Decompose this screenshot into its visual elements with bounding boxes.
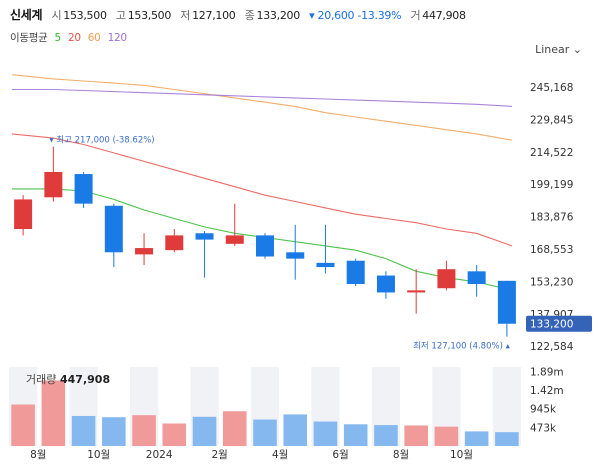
- y-tick-label: 168,553: [530, 244, 573, 256]
- low-value: 127,100: [192, 9, 236, 22]
- ma-120-line: [12, 88, 513, 107]
- stock-name: 신세계: [10, 8, 43, 22]
- candle-body: [44, 171, 63, 198]
- ma-20-label: 20: [67, 32, 81, 44]
- x-tick-label: 8월: [393, 449, 409, 461]
- volume-bar: [162, 423, 187, 446]
- x-tick-label: 2024: [146, 449, 173, 461]
- volume-bar: [313, 421, 338, 446]
- candle-body: [74, 174, 93, 204]
- high-value: 153,500: [127, 9, 172, 22]
- low-label: 저: [180, 9, 191, 22]
- volume-bar: [253, 419, 277, 446]
- candle-body: [225, 235, 244, 244]
- candle-body: [165, 235, 184, 251]
- current-price-badge: [526, 315, 592, 332]
- x-tick-label: 2월: [211, 449, 227, 461]
- volume-title: 거래량: [26, 373, 56, 386]
- y-tick-label: 214,522: [530, 147, 573, 159]
- x-tick-label: 8월: [30, 449, 46, 461]
- volume-tick-label: 1.42m: [530, 385, 564, 397]
- ma-60-line: [11, 74, 513, 141]
- x-tick-label: 6월: [332, 449, 348, 461]
- candle-body: [497, 280, 516, 324]
- volume-bar: [464, 431, 489, 446]
- volume-bar: [102, 417, 126, 446]
- candle-body: [256, 235, 274, 257]
- volume-tick-label: 473k: [530, 422, 557, 434]
- close-value: 133,200: [256, 9, 301, 22]
- x-tick-label: 10월: [450, 449, 473, 461]
- volume-value: 447,908: [422, 9, 466, 22]
- y-tick-label: 153,230: [530, 276, 573, 288]
- volume-total: 447,908: [60, 373, 110, 386]
- close-label: 종: [244, 9, 255, 22]
- y-tick-label: 229,845: [530, 114, 573, 126]
- candle-body: [467, 271, 486, 284]
- volume-tick-label: 1.89m: [530, 366, 564, 378]
- ma-20-line: [11, 133, 513, 247]
- ma-60-label: 60: [87, 32, 101, 44]
- candle-body: [135, 248, 154, 255]
- change-value: ▾ 20,600 -13.39%: [309, 9, 402, 22]
- volume-tick-label: 945k: [530, 404, 557, 416]
- candle-body: [346, 260, 365, 284]
- candle-body: [316, 262, 335, 268]
- volume-bar: [192, 416, 217, 446]
- high-label: 고: [115, 9, 126, 22]
- candle-body: [14, 199, 33, 230]
- volume-bar: [71, 415, 96, 446]
- open-value: 153,500: [63, 9, 107, 22]
- volume-bar: [222, 411, 247, 446]
- volume-bar: [11, 404, 35, 446]
- y-tick-label: 245,168: [530, 82, 573, 94]
- volume-bar: [41, 380, 66, 446]
- volume-bar: [283, 414, 308, 446]
- candle-body: [104, 205, 123, 253]
- ma-120-label: 120: [107, 32, 127, 44]
- volume-bar: [434, 426, 459, 446]
- volume-bar: [495, 432, 519, 446]
- volume-bar: [343, 424, 368, 446]
- current-price-label: 133,200: [530, 319, 573, 331]
- y-tick-label: 183,876: [530, 212, 574, 224]
- candle-body: [376, 275, 395, 293]
- moving-average-title: 이동평균: [10, 32, 48, 44]
- volume-bar: [404, 425, 428, 446]
- high-annotation: ▾ 최고 217,000 (-38.62%): [49, 135, 154, 146]
- low-annotation: 최저 127,100 (4.80%) ▴: [413, 341, 511, 352]
- candle-body: [195, 233, 214, 240]
- moving-average-legend[interactable]: 이동평균 5 20 60 120: [10, 30, 131, 45]
- x-tick-label: 4월: [272, 449, 288, 461]
- volume-bar: [374, 425, 398, 446]
- stock-header: 신세계 시 153,500 고 153,500 저 127,100 종 133,200 …: [10, 6, 472, 24]
- volume-label: 거: [410, 9, 421, 22]
- scale-dropdown[interactable]: Linear ⌄: [535, 43, 582, 56]
- y-tick-label: 122,584: [530, 341, 574, 353]
- candle-body: [407, 290, 426, 293]
- candle-body: [437, 269, 456, 289]
- open-label: 시: [51, 9, 62, 22]
- y-tick-label: 199,199: [530, 179, 573, 191]
- x-tick-label: 10월: [87, 449, 110, 461]
- volume-bar: [132, 415, 156, 446]
- ma-5-label: 5: [54, 32, 62, 44]
- candle-body: [286, 252, 305, 259]
